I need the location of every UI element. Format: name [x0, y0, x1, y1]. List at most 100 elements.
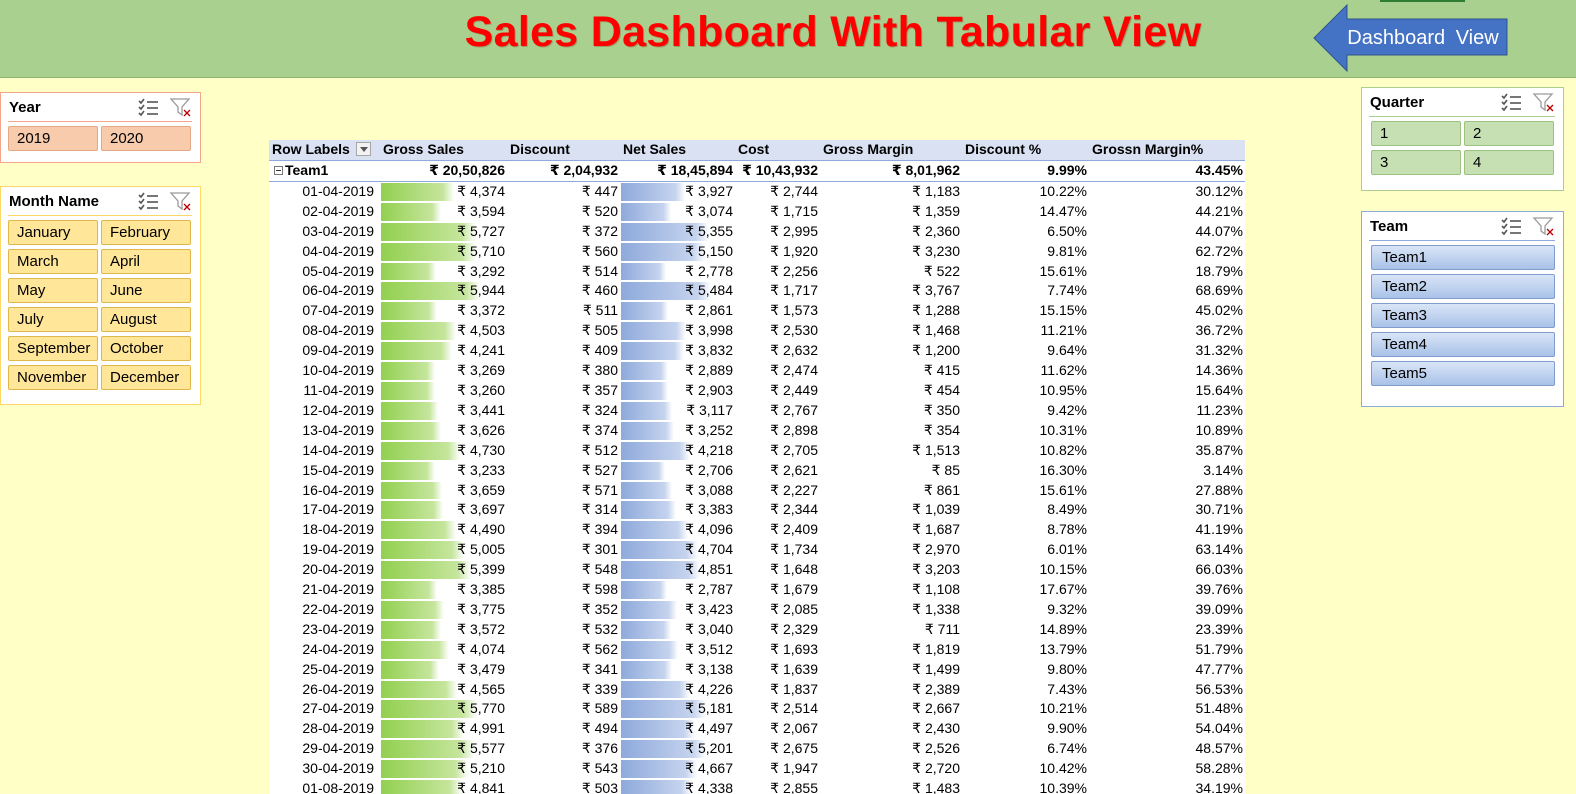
month-slicer-title: Month Name — [9, 193, 99, 210]
clear-filter-icon[interactable] — [169, 98, 191, 117]
team-item-team3[interactable]: Team3 — [1371, 303, 1555, 328]
row-gross-margin: ₹ 1,108 — [912, 581, 960, 598]
row-gross-sales-value: ₹ 3,292 — [457, 262, 505, 279]
team-item-team2[interactable]: Team2 — [1371, 274, 1555, 299]
net-sales-databar — [621, 342, 684, 361]
table-row: 22-04-2019 ₹ 3,775 ₹ 352 ₹ 3,423 ₹ 2,085 ₹ 1,… — [269, 600, 1245, 620]
filter-dropdown-icon[interactable] — [355, 142, 371, 157]
month-item-april[interactable]: April — [101, 249, 191, 274]
month-item-november[interactable]: November — [8, 365, 98, 390]
month-item-july[interactable]: July — [8, 307, 98, 332]
dashboard-view-button[interactable]: Dashboard View — [1313, 4, 1509, 72]
collapse-minus-icon[interactable] — [274, 165, 283, 175]
row-gross-margin: ₹ 1,499 — [912, 660, 960, 677]
row-gross-sales: ₹ 5,944 — [380, 281, 507, 301]
row-net-sales-value: ₹ 2,787 — [685, 581, 733, 598]
month-item-june[interactable]: June — [101, 278, 191, 303]
clear-filter-icon[interactable] — [169, 192, 191, 211]
row-cost: ₹ 2,621 — [770, 461, 818, 478]
table-row: 19-04-2019 ₹ 5,005 ₹ 301 ₹ 4,704 ₹ 1,734 ₹ 2,… — [269, 540, 1245, 560]
year-item-2020[interactable]: 2020 — [101, 126, 191, 151]
row-gross-sales-value: ₹ 3,385 — [457, 581, 505, 598]
month-item-january[interactable]: January — [8, 220, 98, 245]
header-row-labels: Row Labels — [269, 140, 380, 161]
row-date: 14-04-2019 — [302, 441, 374, 458]
row-gross-margin-pct: 63.14% — [1195, 541, 1243, 558]
month-item-february[interactable]: February — [101, 220, 191, 245]
row-date: 23-04-2019 — [302, 620, 374, 637]
row-gross-sales: ₹ 4,074 — [380, 640, 507, 660]
row-net-sales-value: ₹ 4,851 — [685, 561, 733, 578]
team-group-label[interactable]: Team1 — [269, 160, 380, 182]
gross-sales-databar — [381, 302, 438, 321]
quarter-item-2[interactable]: 2 — [1464, 121, 1554, 146]
row-gross-sales: ₹ 4,241 — [380, 341, 507, 361]
multi-select-icon[interactable] — [138, 192, 158, 211]
row-cost: ₹ 2,744 — [770, 182, 818, 199]
row-gross-margin-pct: 15.64% — [1195, 381, 1243, 398]
row-discount-pct: 10.31% — [1039, 421, 1087, 438]
row-cost: ₹ 2,530 — [770, 322, 818, 339]
multi-select-icon[interactable] — [1501, 217, 1521, 236]
row-discount: ₹ 301 — [581, 541, 618, 558]
row-net-sales: ₹ 5,181 — [620, 699, 735, 719]
page-title: Sales Dashboard With Tabular View — [464, 8, 1202, 56]
slicer-divider — [8, 215, 192, 216]
row-gross-sales-value: ₹ 3,441 — [457, 401, 505, 418]
row-discount-pct: 15.61% — [1039, 481, 1087, 498]
row-cost: ₹ 2,449 — [770, 381, 818, 398]
month-item-march[interactable]: March — [8, 249, 98, 274]
month-item-december[interactable]: December — [101, 365, 191, 390]
clear-filter-icon[interactable] — [1532, 93, 1554, 112]
multi-select-icon[interactable] — [1501, 93, 1521, 112]
slicer-toolbar — [138, 98, 191, 117]
gross-sales-databar — [381, 700, 478, 719]
table-row: 13-04-2019 ₹ 3,626 ₹ 374 ₹ 3,252 ₹ 2,898 ₹ 35… — [269, 421, 1245, 441]
month-slicer: Month Name January February March April … — [0, 186, 201, 405]
slicer-divider — [1369, 116, 1555, 117]
row-discount-pct: 10.22% — [1039, 182, 1087, 199]
row-discount: ₹ 376 — [581, 740, 618, 757]
net-sales-databar — [621, 640, 679, 659]
multi-select-icon[interactable] — [138, 98, 158, 117]
row-gross-sales: ₹ 3,260 — [380, 381, 507, 401]
row-net-sales-value: ₹ 2,706 — [685, 461, 733, 478]
team-item-team5[interactable]: Team5 — [1371, 361, 1555, 386]
row-net-sales: ₹ 3,074 — [620, 202, 735, 222]
quarter-item-4[interactable]: 4 — [1464, 150, 1554, 175]
net-sales-databar — [621, 381, 669, 400]
row-discount-pct: 10.39% — [1039, 780, 1087, 794]
month-item-august[interactable]: August — [101, 307, 191, 332]
quarter-item-3[interactable]: 3 — [1371, 150, 1461, 175]
row-discount: ₹ 560 — [581, 242, 618, 259]
row-discount-pct: 10.15% — [1039, 561, 1087, 578]
row-net-sales: ₹ 3,423 — [620, 600, 735, 620]
team-slicer-title: Team — [1370, 218, 1409, 235]
net-sales-databar — [621, 561, 701, 580]
clear-filter-icon[interactable] — [1532, 217, 1554, 236]
quarter-item-1[interactable]: 1 — [1371, 121, 1461, 146]
row-gross-sales: ₹ 3,233 — [380, 461, 507, 481]
table-row: 18-04-2019 ₹ 4,490 ₹ 394 ₹ 4,096 ₹ 2,409 ₹ 1,… — [269, 520, 1245, 540]
table-row: 24-04-2019 ₹ 4,074 ₹ 562 ₹ 3,512 ₹ 1,693 ₹ 1,… — [269, 640, 1245, 660]
month-item-september[interactable]: September — [8, 336, 98, 361]
row-discount-pct: 7.43% — [1047, 680, 1087, 697]
net-sales-databar — [621, 421, 675, 440]
month-item-may[interactable]: May — [8, 278, 98, 303]
month-item-october[interactable]: October — [101, 336, 191, 361]
year-item-2019[interactable]: 2019 — [8, 126, 98, 151]
row-gross-margin-pct: 54.04% — [1195, 720, 1243, 737]
team-item-team4[interactable]: Team4 — [1371, 332, 1555, 357]
row-net-sales-value: ₹ 3,138 — [685, 660, 733, 677]
row-cost: ₹ 2,632 — [770, 342, 818, 359]
team-item-team1[interactable]: Team1 — [1371, 245, 1555, 270]
year-slicer: Year 2019 2020 — [0, 92, 201, 163]
row-net-sales-value: ₹ 3,074 — [685, 202, 733, 219]
row-net-sales: ₹ 2,778 — [620, 262, 735, 282]
net-sales-databar — [621, 740, 707, 759]
row-gross-sales: ₹ 5,577 — [380, 739, 507, 759]
row-discount-pct: 8.49% — [1047, 501, 1087, 518]
row-gross-sales: ₹ 3,626 — [380, 421, 507, 441]
net-sales-databar — [621, 362, 669, 380]
net-sales-databar — [621, 242, 706, 261]
